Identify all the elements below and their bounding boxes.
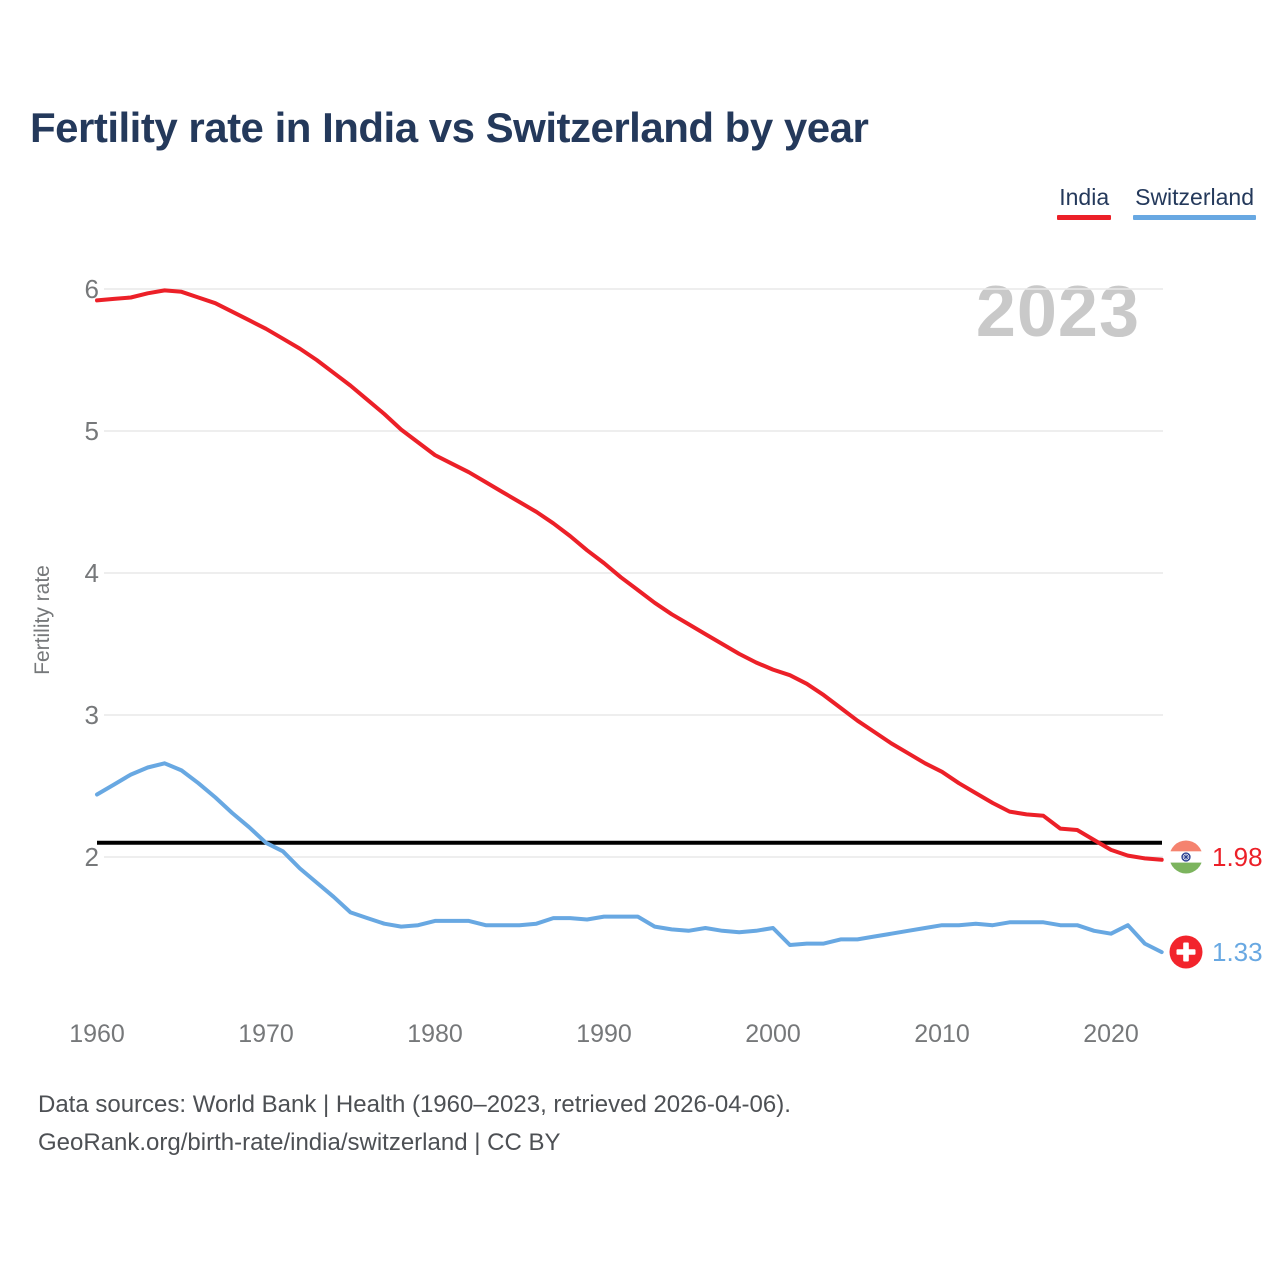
legend-underline-india (1057, 215, 1112, 220)
y-axis-title: Fertility rate (31, 565, 54, 675)
india-line (95, 288, 1164, 862)
y-tick-label-3: 3 (85, 700, 99, 730)
page-title: Fertility rate in India vs Switzerland b… (30, 104, 869, 151)
legend-item-india[interactable]: India (1057, 184, 1112, 220)
x-tick-label-1970: 1970 (238, 1020, 294, 1048)
x-tick-label-2020: 2020 (1083, 1020, 1139, 1048)
y-tick-label-6: 6 (85, 274, 99, 304)
switzerland-flag-icon (1169, 935, 1203, 969)
x-tick-label-1960: 1960 (69, 1020, 125, 1048)
x-tick-label-2010: 2010 (914, 1020, 970, 1048)
x-tick-label-2000: 2000 (745, 1020, 801, 1048)
legend-item-switzerland[interactable]: Switzerland (1133, 184, 1256, 220)
x-tick-label-1980: 1980 (407, 1020, 463, 1048)
switzerland-line (95, 761, 1164, 955)
legend: India Switzerland (1057, 184, 1256, 220)
switzerland-end-value: 1.33 (1212, 936, 1263, 967)
india-end-label: 1.98 (1169, 840, 1263, 874)
y-tick-label-2: 2 (85, 842, 99, 872)
y-tick-label-4: 4 (85, 558, 99, 588)
legend-label-switzerland: Switzerland (1135, 184, 1254, 210)
india-end-value: 1.98 (1212, 841, 1263, 872)
legend-underline-switzerland (1133, 215, 1256, 220)
y-tick-label-5: 5 (85, 416, 99, 446)
data-source-note: Data sources: World Bank | Health (1960–… (38, 1086, 791, 1162)
switzerland-end-label: 1.33 (1169, 935, 1263, 969)
data-source-line1: Data sources: World Bank | Health (1960–… (38, 1091, 791, 1118)
x-tick-label-1990: 1990 (576, 1020, 632, 1048)
data-source-line2: GeoRank.org/birth-rate/india/switzerland… (38, 1129, 561, 1156)
legend-label-india: India (1059, 184, 1110, 210)
india-flag-icon (1169, 840, 1203, 874)
watermark-year: 2023 (975, 272, 1140, 352)
